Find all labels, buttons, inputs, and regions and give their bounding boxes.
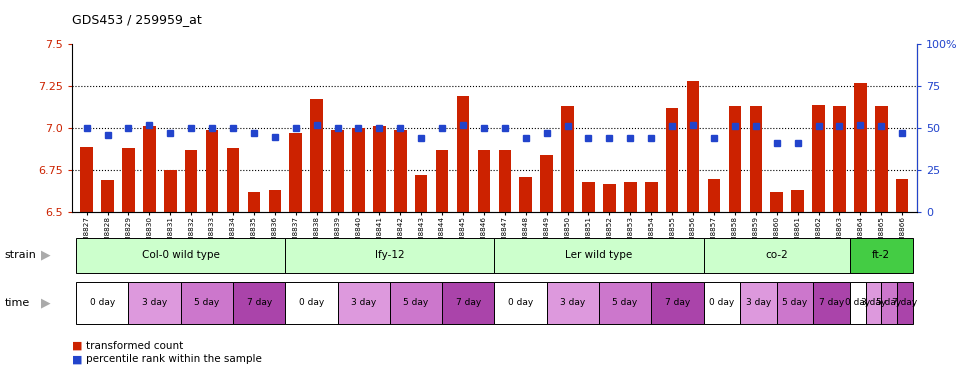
- Bar: [854, 83, 867, 212]
- Bar: [750, 106, 762, 212]
- Text: 5 day: 5 day: [403, 298, 428, 307]
- Text: Col-0 wild type: Col-0 wild type: [142, 250, 220, 260]
- Text: 3 day: 3 day: [142, 298, 167, 307]
- Text: 3 day: 3 day: [746, 298, 771, 307]
- Text: ft-2: ft-2: [873, 250, 890, 260]
- Bar: [833, 106, 846, 212]
- Text: 7 day: 7 day: [664, 298, 690, 307]
- Text: ▶: ▶: [41, 296, 51, 309]
- Bar: [205, 130, 218, 212]
- Bar: [415, 175, 427, 212]
- Text: 7 day: 7 day: [892, 298, 918, 307]
- Bar: [498, 150, 511, 212]
- Bar: [248, 192, 260, 212]
- Bar: [896, 179, 908, 212]
- Text: 7 day: 7 day: [819, 298, 844, 307]
- Bar: [729, 106, 741, 212]
- Text: 7 day: 7 day: [247, 298, 272, 307]
- Bar: [143, 126, 156, 212]
- Bar: [771, 192, 783, 212]
- Text: 0 day: 0 day: [845, 298, 871, 307]
- Text: 7 day: 7 day: [456, 298, 481, 307]
- Text: co-2: co-2: [765, 250, 788, 260]
- Text: 3 day: 3 day: [861, 298, 886, 307]
- Text: 5 day: 5 day: [194, 298, 220, 307]
- Text: 3 day: 3 day: [351, 298, 376, 307]
- Bar: [352, 128, 365, 212]
- Bar: [164, 170, 177, 212]
- Text: 0 day: 0 day: [299, 298, 324, 307]
- Text: 0 day: 0 day: [508, 298, 533, 307]
- Bar: [81, 147, 93, 212]
- Bar: [269, 190, 281, 212]
- Bar: [101, 180, 114, 212]
- Bar: [457, 96, 469, 212]
- Text: time: time: [5, 298, 30, 308]
- Bar: [436, 150, 448, 212]
- Bar: [122, 148, 134, 212]
- Bar: [624, 182, 636, 212]
- Bar: [185, 150, 198, 212]
- Text: strain: strain: [5, 250, 36, 260]
- Text: percentile rank within the sample: percentile rank within the sample: [86, 354, 262, 365]
- Text: 0 day: 0 day: [709, 298, 734, 307]
- Bar: [540, 155, 553, 212]
- Text: Ler wild type: Ler wild type: [565, 250, 633, 260]
- Text: 5 day: 5 day: [782, 298, 807, 307]
- Bar: [708, 179, 720, 212]
- Bar: [290, 133, 302, 212]
- Bar: [394, 130, 407, 212]
- Bar: [519, 177, 532, 212]
- Bar: [666, 108, 679, 212]
- Bar: [791, 190, 804, 212]
- Bar: [603, 184, 615, 212]
- Bar: [478, 150, 491, 212]
- Text: ▶: ▶: [41, 249, 51, 262]
- Bar: [373, 126, 386, 212]
- Bar: [582, 182, 595, 212]
- Bar: [686, 81, 699, 212]
- Text: transformed count: transformed count: [86, 341, 183, 351]
- Text: 3 day: 3 day: [561, 298, 586, 307]
- Bar: [331, 130, 344, 212]
- Text: GDS453 / 259959_at: GDS453 / 259959_at: [72, 12, 202, 26]
- Text: 0 day: 0 day: [89, 298, 115, 307]
- Text: ■: ■: [72, 341, 83, 351]
- Bar: [227, 148, 239, 212]
- Bar: [645, 182, 658, 212]
- Bar: [812, 105, 825, 212]
- Text: ■: ■: [72, 354, 83, 365]
- Text: 5 day: 5 day: [876, 298, 901, 307]
- Text: lfy-12: lfy-12: [375, 250, 405, 260]
- Bar: [875, 106, 888, 212]
- Bar: [562, 106, 574, 212]
- Text: 5 day: 5 day: [612, 298, 637, 307]
- Bar: [310, 100, 323, 212]
